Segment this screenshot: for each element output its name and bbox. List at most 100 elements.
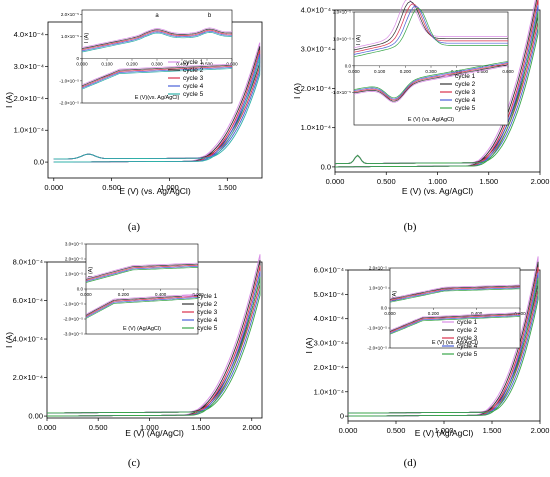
y-tick-label: 8.0×10⁻⁴ (13, 258, 43, 267)
inset-cathodic-cycle-4 (85, 297, 199, 318)
inset-cathodic-cycle-1 (353, 65, 509, 103)
inset-cathodic-cycle-2 (85, 294, 199, 316)
inset-y-tick-label: 2.0×10⁻⁵ (369, 266, 387, 271)
legend-label: cycle 5 (197, 325, 218, 332)
x-axis-label: E (V) (Ag/AgCl) (415, 428, 474, 438)
x-tick-label: 1.000 (428, 177, 447, 186)
legend-label: cycle 4 (457, 343, 478, 350)
inset-y-tick-label: 2.0×10⁻⁵ (61, 12, 79, 17)
x-tick-label: 0.500 (102, 183, 121, 192)
panel-b: 0.000 0.500 1.000 1.500 2.000 0.0 1.0×10⁻⁴ 2.0×… (292, 0, 549, 196)
inset-y-tick-label: -1.0×10⁻⁵ (367, 326, 387, 331)
inset-y-tick-label: 0.0 (381, 306, 388, 311)
legend-label: cycle 2 (183, 67, 204, 74)
y-tick-label: 5.0×10⁻⁴ (314, 290, 344, 299)
inset-anodic-cycle-4 (81, 30, 233, 52)
inset-x-axis-label: E (V) (vs. Ag/AgCl) (408, 117, 454, 123)
inset-x-tick-label: 0.200 (118, 292, 130, 297)
x-tick-label: 0.000 (326, 177, 345, 186)
inset-anodic-cycle-4 (353, 5, 508, 55)
cv-curve-cycle-5 (46, 276, 261, 417)
inset-x-tick-label: 0.400 (471, 311, 483, 316)
inset-anodic-cycle-1 (81, 27, 232, 48)
inset-anodic-cycle-5 (85, 267, 199, 283)
inset-y-tick-label: 0 (76, 56, 79, 61)
inset-y-tick-label: -3.0×10⁻⁵ (63, 332, 83, 337)
inset-y-tick-label: 3.0×10⁻⁵ (65, 242, 83, 247)
y-tick-label: 1.0×10⁻⁴ (314, 387, 344, 396)
inset-x-tick-label: 0.500 (477, 69, 489, 74)
legend-label: cycle 2 (197, 301, 218, 308)
y-tick-label: 4.0×10⁻⁴ (301, 6, 331, 15)
x-tick-label: 0.000 (339, 426, 358, 435)
inset-x-tick-label: 0.000 (384, 311, 396, 316)
inset-y-axis-label: I (A) (392, 291, 398, 302)
inset-x-tick-label: 0.200 (400, 69, 412, 74)
inset-anodic-cycle-3 (85, 264, 199, 281)
y-axis-label: I (A) (4, 332, 14, 348)
inset-x-tick-label: 0.300 (151, 62, 163, 67)
inset-x-tick-label: 0.600 (192, 292, 204, 297)
legend-label: cycle 5 (455, 105, 476, 112)
inset-cathodic-cycle-3 (81, 65, 233, 88)
inset-cathodic-cycle-1 (85, 293, 199, 315)
inset-cathodic-cycle-4 (81, 67, 233, 89)
x-tick-label: 1.000 (140, 423, 159, 432)
inset-x-tick-label: 0.000 (348, 69, 360, 74)
x-tick-label: 1.500 (218, 183, 237, 192)
x-tick-label: 0.500 (89, 423, 108, 432)
legend-label: cycle 1 (457, 319, 478, 326)
inset-anodic-cycle-5 (81, 32, 232, 53)
x-tick-label: 2.000 (531, 177, 550, 186)
inset-cathodic-cycle-1 (389, 312, 521, 331)
inset-x-tick-label: 0.000 (80, 292, 92, 297)
inset-anodic-cycle-5 (353, 7, 508, 58)
inset-y-axis-label: I (A) (88, 267, 94, 278)
y-tick-label: 0 (340, 412, 344, 421)
y-tick-label: 2.0×10⁻⁴ (14, 94, 44, 103)
cv-curve-cycle-5 (334, 11, 539, 168)
legend-label: cycle 5 (457, 351, 478, 358)
y-tick-label: 4.0×10⁻⁴ (13, 335, 43, 344)
legend-label: cycle 4 (455, 97, 476, 104)
inset-x-tick-label: 0.600 (514, 311, 526, 316)
inset-x-axis-label: E (V) (vs. Ag/AgCl) (432, 340, 478, 346)
inset-x-tick-label: 0.300 (425, 69, 437, 74)
inset-cathodic-cycle-1 (81, 63, 233, 86)
x-tick-label: 1.000 (435, 426, 454, 435)
inset-anodic-cycle-4 (85, 265, 199, 282)
y-tick-label: 4.0×10⁻⁴ (14, 30, 44, 39)
inset-anodic-cycle-2 (85, 263, 198, 280)
inset-anodic-cycle-3 (353, 3, 508, 53)
inset-cathodic-cycle-5 (353, 60, 509, 99)
y-tick-label: 0.00 (28, 412, 43, 421)
x-tick-label: 1.500 (479, 177, 498, 186)
inset-anodic-cycle-3 (81, 29, 233, 51)
inset-x-tick-label: 0.400 (176, 62, 188, 67)
x-axis-label: E (V) (Ag/AgCl) (125, 428, 184, 438)
inset-y-tick-label: -2.0×10⁻⁵ (59, 101, 79, 106)
inset-x-tick-label: 0.100 (374, 69, 386, 74)
inset-cathodic-cycle-2 (389, 313, 521, 332)
inset-cathodic-cycle-2 (353, 64, 509, 102)
panel-a: 0.000 0.500 1.000 1.500 0.0 1.0×10⁻⁴ 2.0×10⁻⁴ 3… (4, 9, 263, 196)
inset-y-tick-label: -1.0×10⁻⁵ (63, 302, 83, 307)
y-tick-label: 0.0 (34, 158, 44, 167)
caption-d: (d) (404, 457, 417, 469)
x-axis-label: E (V) (vs. Ag/AgCl) (119, 186, 190, 196)
inset-x-tick-label: 0.400 (155, 292, 167, 297)
inset-anodic-cycle-4 (389, 287, 521, 302)
inset-y-tick-label: 1.0×10⁻⁵ (369, 286, 387, 291)
y-tick-label: 2.0×10⁻⁴ (13, 373, 43, 382)
x-tick-label: 1.000 (160, 183, 179, 192)
inset-cathodic-cycle-4 (353, 62, 509, 100)
inset-cathodic-cycle-3 (389, 314, 521, 333)
caption-a: (a) (128, 221, 141, 233)
inset-x-tick-label: 0.500 (201, 62, 213, 67)
inset-x-tick-label: 0.100 (101, 62, 113, 67)
y-tick-label: 3.0×10⁻⁴ (314, 339, 344, 348)
